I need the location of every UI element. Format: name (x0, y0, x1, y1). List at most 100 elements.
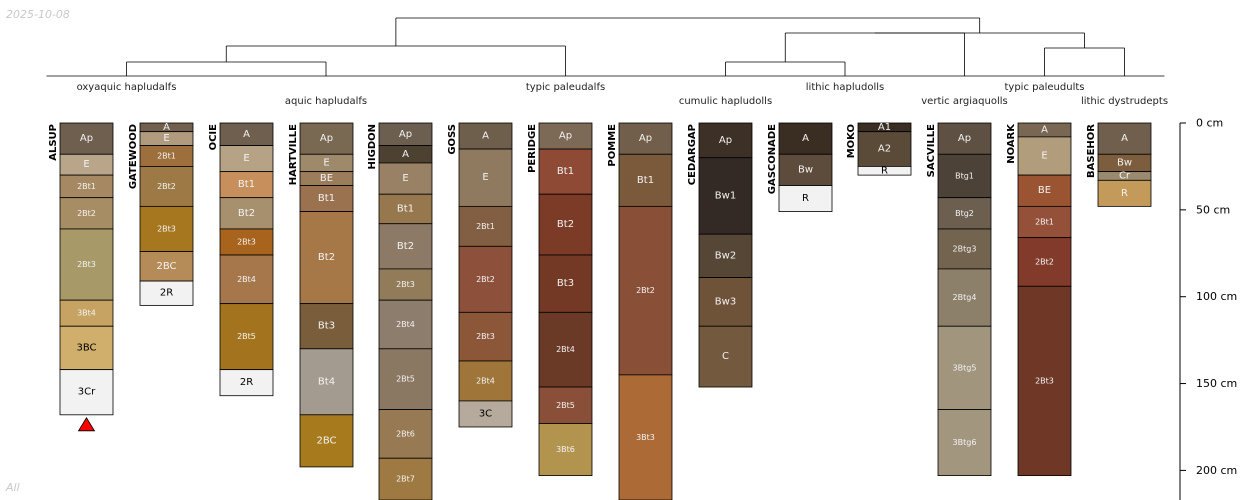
horizon-label: A (163, 122, 170, 133)
horizon-label: E (402, 173, 408, 184)
axis-tick-label: 0 cm (1196, 117, 1223, 130)
horizon-label: 2BC (316, 435, 336, 446)
horizon-rect (698, 325, 753, 388)
horizon-rect (538, 386, 593, 424)
horizon-rect (219, 171, 274, 199)
taxon-label: oxyaquic hapludalfs (77, 82, 177, 93)
horizon-label: R (1121, 188, 1128, 199)
horizon-label: 3Btg6 (953, 438, 977, 447)
horizon-label: Ap (639, 133, 652, 144)
profile-label: POMME (607, 124, 618, 167)
horizon-label: 2Btg3 (953, 244, 977, 253)
horizon-label: Bt1 (238, 179, 255, 190)
horizon-label: E (482, 172, 488, 183)
date-stamp: 2025-10-08 (6, 8, 70, 21)
horizon-rect (299, 185, 354, 212)
horizon-label: 3Bt4 (77, 309, 96, 318)
horizon-rect (139, 205, 194, 252)
horizon-label: 3Bt6 (556, 445, 575, 454)
horizon-rect (618, 122, 673, 155)
profile-label: GASCONADE (767, 124, 778, 194)
horizon-rect (937, 153, 992, 199)
horizon-rect (538, 423, 593, 477)
horizon-label: Bw1 (715, 190, 736, 201)
horizon-rect (778, 185, 833, 212)
profile-basehor: BASEHOR A Bw Cr R (1086, 122, 1152, 207)
horizon-label: Bt1 (637, 175, 654, 186)
profile-alsup: ALSUP Ap E 2Bt1 2Bt2 2Bt3 3Bt4 3BC 3Cr (48, 122, 114, 432)
horizon-label: E (83, 159, 89, 170)
horizon-rect (458, 205, 513, 247)
taxon-label: typic paleudalfs (526, 82, 605, 93)
horizon-rect (458, 360, 513, 402)
subset-tag: All (6, 481, 20, 494)
taxonomy-labels: oxyaquic hapludalfs aquic hapludalfs typic… (46, 75, 1168, 107)
profile-label: PERIDGE (527, 124, 538, 173)
horizon-label: 3Bt3 (636, 433, 655, 442)
horizon-rect (538, 311, 593, 388)
profile-higdon: HIGDON Ap A E Bt1 Bt2 2Bt3 2Bt4 2Bt5 2Bt6 2Bt7 (367, 122, 433, 500)
horizon-rect (458, 311, 513, 362)
horizon-label: Bt4 (318, 376, 335, 387)
axis-tick-label: 200 cm (1196, 464, 1237, 477)
horizon-rect (937, 325, 992, 411)
profile-peridge: PERIDGE Ap Bt1 Bt2 Bt3 2Bt4 2Bt5 3Bt6 (527, 122, 593, 477)
profile-label: ALSUP (48, 124, 59, 161)
horizon-rect (458, 245, 513, 313)
horizon-rect (378, 268, 433, 301)
horizon-label: 2Bt5 (556, 401, 575, 410)
horizon-rect (139, 166, 194, 207)
horizon-rect (458, 400, 513, 428)
horizon-rect (59, 369, 114, 416)
horizon-rect (458, 148, 513, 207)
horizon-label: Bt2 (318, 252, 335, 263)
horizon-rect (139, 251, 194, 282)
horizon-label: E (1041, 151, 1047, 162)
horizon-rect (538, 148, 593, 195)
horizon-label: A (402, 149, 409, 160)
profile-goss: GOSS A E 2Bt1 2Bt2 2Bt3 2Bt4 3C (447, 122, 513, 428)
horizon-label: 2Bt2 (157, 182, 176, 191)
horizon-rect (219, 145, 274, 173)
taxon-label: lithic dystrudepts (1081, 96, 1168, 107)
horizon-label: C (722, 351, 729, 362)
horizon-rect (139, 280, 194, 306)
horizon-rect (857, 166, 912, 176)
profile-label: HIGDON (367, 124, 378, 169)
horizon-label: E (323, 157, 329, 168)
horizon-label: E (243, 153, 249, 164)
profile-gatewood: GATEWOOD AE 2Bt1 2Bt2 2Bt3 2BC 2R (128, 122, 194, 306)
profile-label: HARTVILLE (288, 124, 299, 185)
truncation-marker (77, 417, 96, 432)
horizon-label: 2Bt2 (636, 286, 655, 295)
horizon-rect (778, 153, 833, 186)
horizon-label: BE (1038, 185, 1051, 196)
horizon-label: 3Btg5 (953, 363, 977, 372)
horizon-label: 2Bt4 (396, 320, 415, 329)
horizon-rect (1097, 179, 1152, 207)
profile-ocie: OCIE A E Bt1 Bt2 2Bt3 2Bt4 2Bt5 2R (208, 122, 274, 397)
profile-label: GATEWOOD (128, 124, 139, 189)
horizon-label: A (243, 129, 250, 140)
horizon-rect (1017, 205, 1072, 239)
horizon-rect (458, 122, 513, 150)
dendrogram (126, 17, 1125, 76)
horizon-label: 2Bt4 (556, 345, 575, 354)
depth-axis: 0 cm 50 cm 100 cm 150 cm 200 cm (1179, 117, 1237, 500)
horizon-rect (299, 348, 354, 416)
horizon-rect (538, 254, 593, 313)
horizon-label: Ap (958, 133, 971, 144)
horizon-rect (378, 223, 433, 270)
profile-pomme: POMME Ap Bt1 2Bt2 3Bt3 (607, 122, 673, 500)
horizon-label: 2Bt5 (396, 375, 415, 384)
taxon-label: lithic hapludolls (806, 82, 884, 93)
horizon-label: 2Bt3 (476, 332, 495, 341)
horizon-label: Ap (559, 131, 572, 142)
axis-tick-label: 50 cm (1196, 203, 1230, 216)
horizon-label: 2Bt3 (396, 280, 415, 289)
profile-gasconade: GASCONADE A Bw R (767, 122, 833, 212)
horizon-label: 2Bt5 (237, 332, 256, 341)
horizon-rect (698, 122, 753, 159)
profile-label: CEDARGAP (687, 124, 698, 185)
horizon-label: R (802, 193, 809, 204)
